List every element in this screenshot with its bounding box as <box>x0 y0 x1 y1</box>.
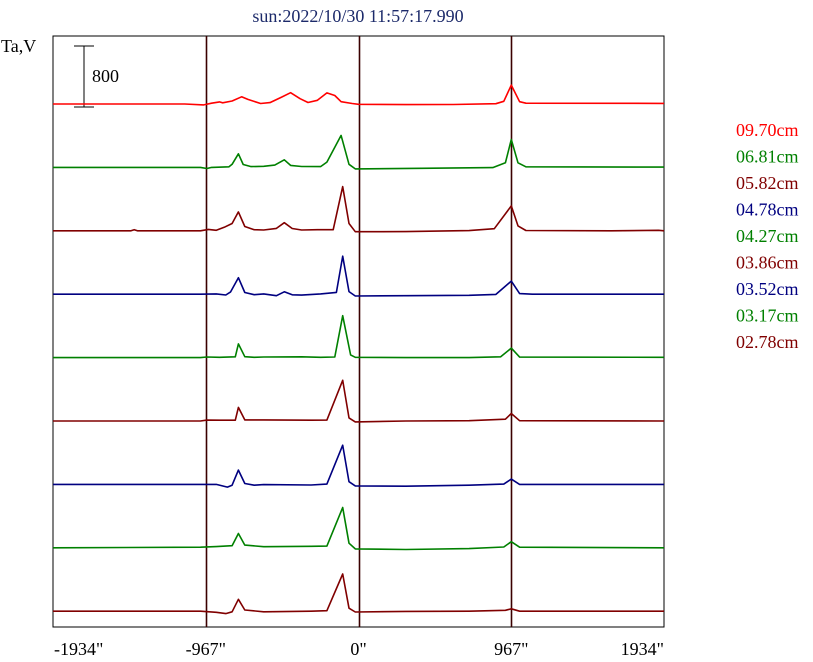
trace-04.27cm <box>53 314 665 359</box>
chart-title: sun:2022/10/30 11:57:17.990 <box>252 6 463 26</box>
legend-entry-03.86cm: 03.86cm <box>736 253 799 273</box>
vertical-reference-lines <box>205 36 513 627</box>
x-tick-label: -967" <box>186 639 226 659</box>
legend-entry-06.81cm: 06.81cm <box>736 147 799 167</box>
x-tick-label: 0" <box>350 639 366 659</box>
legend-entry-04.78cm: 04.78cm <box>736 200 799 220</box>
x-tick-label: 967" <box>494 639 528 659</box>
trace-03.86cm <box>53 379 665 423</box>
x-tick-labels: -1934" -967" 0" 967" 1934" <box>54 639 664 659</box>
trace-06.81cm <box>53 134 665 170</box>
legend-entry-04.27cm: 04.27cm <box>736 226 799 246</box>
plot-frame <box>52 35 665 628</box>
scale-bar-label: 800 <box>92 66 119 86</box>
legend: 09.70cm 06.81cm 05.82cm 04.78cm 04.27cm 03.86… <box>736 120 799 352</box>
scale-bar: 800 <box>74 45 119 108</box>
trace-03.52cm <box>53 444 664 488</box>
legend-entry-03.52cm: 03.52cm <box>736 279 799 299</box>
legend-entry-05.82cm: 05.82cm <box>736 173 799 193</box>
traces <box>52 84 665 615</box>
trace-04.78cm <box>53 255 664 297</box>
x-tick-label: 1934" <box>621 639 664 659</box>
trace-03.17cm <box>52 506 665 551</box>
legend-entry-03.17cm: 03.17cm <box>736 306 799 326</box>
legend-entry-02.78cm: 02.78cm <box>736 332 799 352</box>
trace-02.78cm <box>53 573 664 615</box>
y-axis-label: Ta,V <box>1 36 36 56</box>
x-tick-label: -1934" <box>54 639 103 659</box>
trace-05.82cm <box>53 185 665 233</box>
trace-09.70cm <box>53 84 665 106</box>
legend-entry-09.70cm: 09.70cm <box>736 120 799 140</box>
